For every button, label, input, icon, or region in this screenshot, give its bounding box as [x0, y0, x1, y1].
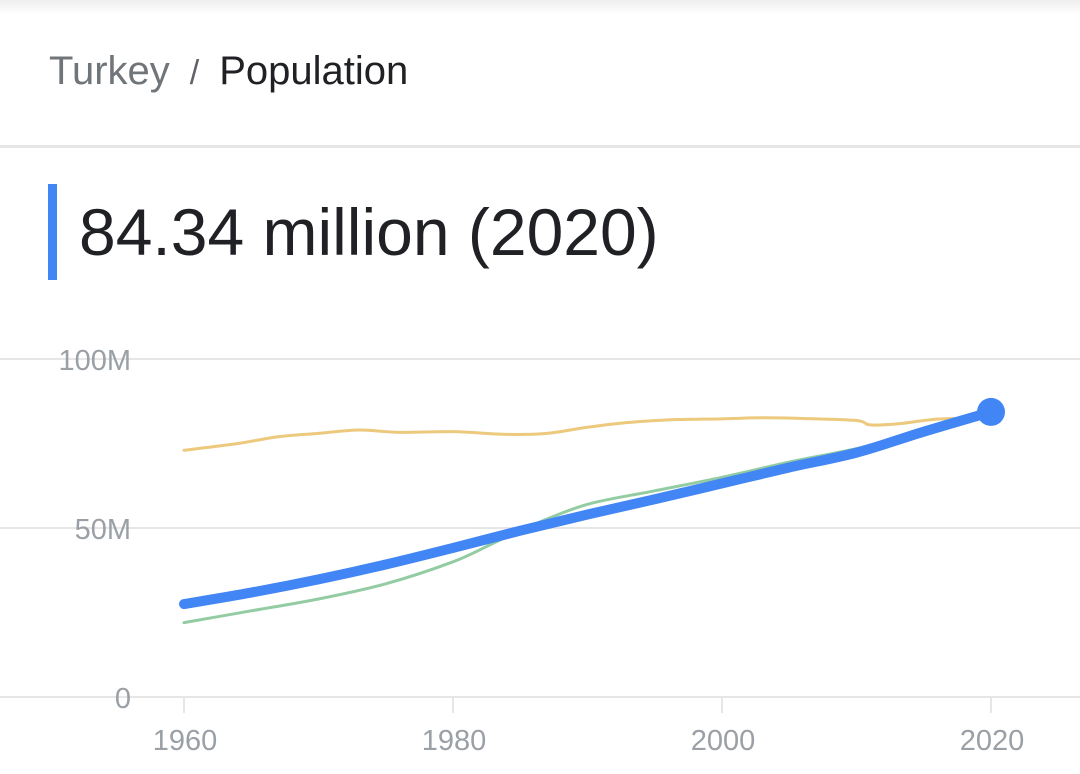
breadcrumb-current: Population	[219, 49, 409, 93]
x-tick-label: 2020	[960, 725, 1025, 757]
breadcrumb-separator: /	[189, 54, 200, 92]
highlight-points[interactable]	[977, 397, 1005, 426]
series-line-turkey	[179, 406, 996, 610]
breadcrumb-parent-link[interactable]: Turkey	[49, 49, 170, 93]
x-tick-label: 1960	[153, 725, 218, 757]
breadcrumb: Turkey / Population	[49, 46, 408, 98]
headline-value: 84.34 million (2020)	[48, 184, 659, 280]
y-axis-ticks: 0 50M 100M	[58, 345, 131, 715]
x-axis-ticks: 1960 1980 2000 2020	[153, 697, 1025, 757]
y-tick-label: 50M	[75, 514, 131, 546]
series-lines	[179, 406, 996, 625]
y-tick-label: 0	[115, 683, 131, 715]
highlight-point-2020[interactable]	[977, 397, 1005, 426]
x-tick-label: 2000	[691, 725, 756, 757]
header-divider	[0, 145, 1080, 148]
y-tick-label: 100M	[58, 345, 131, 377]
x-tick-label: 1980	[422, 725, 487, 757]
top-shadow	[0, 0, 1080, 14]
series-line-comparison-1	[182, 416, 980, 452]
